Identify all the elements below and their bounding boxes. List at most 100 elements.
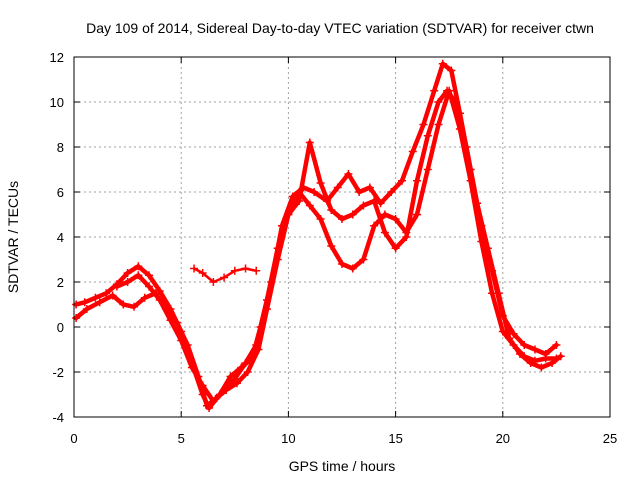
data-point-marker [202, 401, 211, 410]
data-point-marker [198, 269, 207, 277]
data-point-marker [241, 264, 250, 273]
data-point-marker [155, 296, 164, 304]
y-tick-label: -2 [52, 365, 64, 380]
data-point-marker [241, 359, 250, 367]
x-tick-label: 5 [178, 431, 185, 446]
data-point-marker [123, 278, 132, 286]
data-point-marker [370, 221, 379, 230]
data-point-marker [552, 341, 561, 349]
data-point-marker [391, 244, 400, 253]
data-point-marker [145, 282, 154, 291]
data-point-marker [209, 397, 218, 406]
y-tick-label: -4 [52, 410, 64, 425]
data-point-marker [380, 210, 389, 219]
y-tick-label: 2 [57, 275, 64, 290]
data-point-marker [130, 302, 139, 311]
data-point-marker [230, 374, 239, 383]
data-point-marker [327, 206, 336, 214]
data-point-marker [310, 188, 319, 196]
data-point-marker [391, 215, 400, 223]
y-tick-label: 6 [57, 185, 64, 200]
x-tick-label: 20 [496, 431, 510, 446]
axis-ticks [73, 56, 611, 418]
data-point-marker [552, 354, 561, 363]
data-point-marker [108, 291, 117, 300]
data-point-marker [220, 273, 229, 282]
data-point-marker [155, 287, 164, 295]
data-point-marker [423, 131, 432, 140]
data-point-marker [355, 188, 364, 196]
data-point-marker [145, 271, 154, 280]
data-point-marker [273, 244, 282, 253]
data-point-marker [91, 293, 100, 302]
x-tick-labels: 0 5 10 15 20 25 [70, 431, 617, 446]
data-point-marker [430, 86, 439, 95]
data-point-marker [370, 197, 379, 205]
data-point-marker [556, 352, 565, 361]
data-point-marker [359, 201, 368, 210]
x-tick-label: 25 [603, 431, 617, 446]
data-point-marker [530, 345, 539, 354]
data-point-marker [327, 242, 336, 250]
data-point-marker [209, 278, 218, 286]
data-point-marker [119, 300, 128, 309]
data-point-marker [466, 176, 475, 185]
y-tick-label: 0 [57, 320, 64, 335]
series-segment-d [192, 267, 258, 284]
x-axis-label: GPS time / hours [289, 458, 396, 474]
data-point-marker [445, 86, 454, 95]
data-point-marker [413, 210, 422, 219]
y-tick-label: 4 [57, 230, 64, 245]
data-point-marker [187, 363, 196, 372]
data-point-marker [305, 138, 314, 147]
data-point-marker [359, 255, 368, 264]
data-point-marker [190, 264, 199, 273]
data-point-marker [402, 228, 411, 237]
chart-title: Day 109 of 2014, Sidereal Day-to-day VTE… [86, 20, 594, 36]
y-axis-label: SDTVAR / TECUs [5, 181, 21, 293]
data-point-marker [140, 293, 149, 302]
data-point-marker [348, 264, 357, 273]
data-point-marker [498, 327, 507, 336]
data-point-marker [284, 210, 293, 219]
data-point-marker [177, 336, 186, 345]
data-point-marker [419, 120, 428, 129]
data-point-marker [338, 215, 346, 223]
data-point-marker [262, 296, 271, 304]
data-point-marker [380, 228, 389, 237]
data-point-marker [537, 363, 546, 372]
data-point-marker [80, 298, 89, 307]
data-point-marker [316, 179, 325, 187]
data-point-marker [166, 316, 175, 325]
data-point-marker [172, 318, 181, 327]
data-point-marker [95, 298, 104, 307]
data-point-marker [398, 176, 407, 185]
data-point-marker [252, 266, 261, 275]
data-point-marker [220, 386, 229, 394]
data-point-marker [333, 183, 342, 192]
data-point-marker [232, 379, 241, 388]
data-point-marker [447, 66, 456, 75]
data-point-marker [102, 289, 111, 298]
data-point-marker [252, 341, 261, 349]
data-point-marker [413, 176, 422, 185]
y-tick-label: 8 [57, 140, 64, 155]
data-point-marker [438, 59, 447, 68]
data-point-marker [295, 188, 304, 196]
data-point-marker [226, 372, 235, 381]
data-point-marker [316, 215, 325, 223]
y-tick-labels: -4 -2 0 2 4 6 8 10 12 [50, 50, 64, 425]
data-point-marker [541, 354, 550, 363]
data-point-marker [112, 282, 121, 291]
x-tick-label: 15 [388, 431, 402, 446]
data-point-marker [423, 165, 432, 174]
data-point-marker [348, 210, 357, 219]
data-point-marker [82, 305, 91, 313]
data-point-marker [72, 300, 81, 309]
data-point-marker [434, 98, 443, 106]
x-tick-label: 0 [70, 431, 77, 446]
y-tick-label: 10 [50, 95, 64, 110]
data-point-marker [483, 244, 492, 253]
data-point-marker [134, 271, 143, 280]
data-point-marker [509, 329, 518, 338]
